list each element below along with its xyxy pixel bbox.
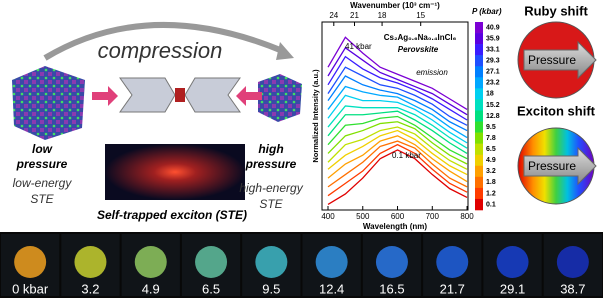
x2-axis-title: Wavenumber (10³ cm⁻¹) bbox=[350, 1, 440, 10]
colorbar-segment bbox=[475, 22, 483, 33]
photo-glow bbox=[135, 246, 167, 278]
colorbar-segment bbox=[475, 133, 483, 144]
x2-tick-label: 24 bbox=[329, 11, 338, 20]
colorbar-title: P (kbar) bbox=[472, 7, 502, 16]
colorbar-segment bbox=[475, 99, 483, 110]
colorbar-label: 1.2 bbox=[486, 190, 496, 197]
crystal-high bbox=[258, 74, 302, 122]
ste-caption: Self-trapped exciton (STE) bbox=[97, 208, 247, 222]
photo-glow bbox=[14, 246, 46, 278]
crystal-low bbox=[12, 66, 85, 140]
colorbar-label: 15.2 bbox=[486, 102, 500, 109]
x-tick-label: 800 bbox=[460, 212, 474, 221]
sample bbox=[175, 88, 185, 102]
x-tick-label: 600 bbox=[391, 212, 405, 221]
x2-tick-label: 15 bbox=[416, 11, 425, 20]
colorbar-segment bbox=[475, 44, 483, 55]
photo-label: 0 kbar bbox=[12, 281, 49, 296]
exciton-title: Exciton shift bbox=[517, 103, 596, 118]
colorbar-label: 23.2 bbox=[486, 80, 500, 87]
ruby-title: Ruby shift bbox=[524, 3, 588, 18]
photo-label: 6.5 bbox=[202, 281, 220, 296]
colorbar-segment bbox=[475, 199, 483, 210]
anvil-left bbox=[120, 78, 175, 112]
photo-glow bbox=[255, 246, 287, 278]
x-tick-label: 400 bbox=[321, 212, 335, 221]
colorbar-label: 40.9 bbox=[486, 24, 500, 31]
colorbar-label: 1.8 bbox=[486, 179, 496, 186]
pressure-label: Pressure bbox=[528, 159, 576, 173]
colorbar-segment bbox=[475, 77, 483, 88]
colorbar-label: 12.8 bbox=[486, 113, 500, 120]
low-ste: low-energy bbox=[13, 176, 73, 190]
colorbar-label: 9.5 bbox=[486, 124, 496, 131]
colorbar-label: 33.1 bbox=[486, 46, 500, 53]
colorbar-label: 18 bbox=[486, 91, 494, 98]
ste-image bbox=[105, 144, 245, 200]
annotation: Cs₂Ag₀.₆Na₀.₄InCl₆ bbox=[384, 33, 457, 42]
colorbar-label: 35.9 bbox=[486, 35, 500, 42]
annotation: 0.1 kbar bbox=[392, 151, 421, 160]
colorbar-segment bbox=[475, 55, 483, 66]
low-ste: STE bbox=[30, 192, 54, 206]
colorbar-label: 7.8 bbox=[486, 135, 496, 142]
low-pressure: pressure bbox=[16, 157, 68, 171]
colorbar-label: 0.1 bbox=[486, 201, 496, 208]
anvil-right bbox=[185, 78, 240, 112]
colorbar-segment bbox=[475, 188, 483, 199]
photo-label: 21.7 bbox=[440, 281, 465, 296]
arrow-head bbox=[276, 42, 294, 60]
photo-glow bbox=[497, 246, 529, 278]
photo-label: 16.5 bbox=[379, 281, 404, 296]
high-ste: STE bbox=[259, 197, 283, 211]
figure: compression low pressure low-energy STE … bbox=[0, 0, 603, 298]
photo-label: 29.1 bbox=[500, 281, 525, 296]
photo-glow bbox=[195, 246, 227, 278]
x2-tick-label: 21 bbox=[350, 11, 359, 20]
low-pressure: low bbox=[32, 142, 53, 156]
force-arrow bbox=[92, 86, 118, 106]
photo-glow bbox=[316, 246, 348, 278]
photo-label: 4.9 bbox=[142, 281, 160, 296]
colorbar-segment bbox=[475, 66, 483, 77]
photo-label: 9.5 bbox=[262, 281, 280, 296]
annotation: 41 kbar bbox=[345, 42, 372, 51]
colorbar-segment bbox=[475, 144, 483, 155]
annotation: Perovskite bbox=[398, 45, 439, 54]
photo-label: 12.4 bbox=[319, 281, 344, 296]
colorbar-label: 27.1 bbox=[486, 69, 500, 76]
photo-glow bbox=[74, 246, 106, 278]
high-pressure: high bbox=[258, 142, 283, 156]
x-axis-title: Wavelength (nm) bbox=[363, 222, 427, 231]
photo-glow bbox=[557, 246, 589, 278]
y-axis-title: Normalized Intensity (a.u.) bbox=[311, 69, 320, 163]
photo-label: 3.2 bbox=[81, 281, 99, 296]
colorbar-label: 3.2 bbox=[486, 168, 496, 175]
colorbar-label: 6.5 bbox=[486, 146, 496, 153]
x-tick-label: 700 bbox=[426, 212, 440, 221]
colorbar-segment bbox=[475, 110, 483, 121]
annotation: emission bbox=[416, 68, 448, 77]
colorbar-label: 4.9 bbox=[486, 157, 496, 164]
photo-glow bbox=[436, 246, 468, 278]
colorbar-segment bbox=[475, 33, 483, 44]
photo-label: 38.7 bbox=[560, 281, 585, 296]
compression-label: compression bbox=[98, 38, 223, 63]
high-pressure: pressure bbox=[245, 157, 297, 171]
colorbar-segment bbox=[475, 122, 483, 133]
spectrum-line bbox=[328, 48, 467, 115]
colorbar-label: 29.3 bbox=[486, 58, 500, 65]
high-ste: high-energy bbox=[239, 181, 303, 195]
colorbar-segment bbox=[475, 166, 483, 177]
x2-tick-label: 18 bbox=[378, 11, 387, 20]
colorbar-segment bbox=[475, 88, 483, 99]
colorbar-segment bbox=[475, 155, 483, 166]
colorbar-segment bbox=[475, 177, 483, 188]
photo-glow bbox=[376, 246, 408, 278]
x-tick-label: 500 bbox=[356, 212, 370, 221]
pressure-label: Pressure bbox=[528, 53, 576, 67]
